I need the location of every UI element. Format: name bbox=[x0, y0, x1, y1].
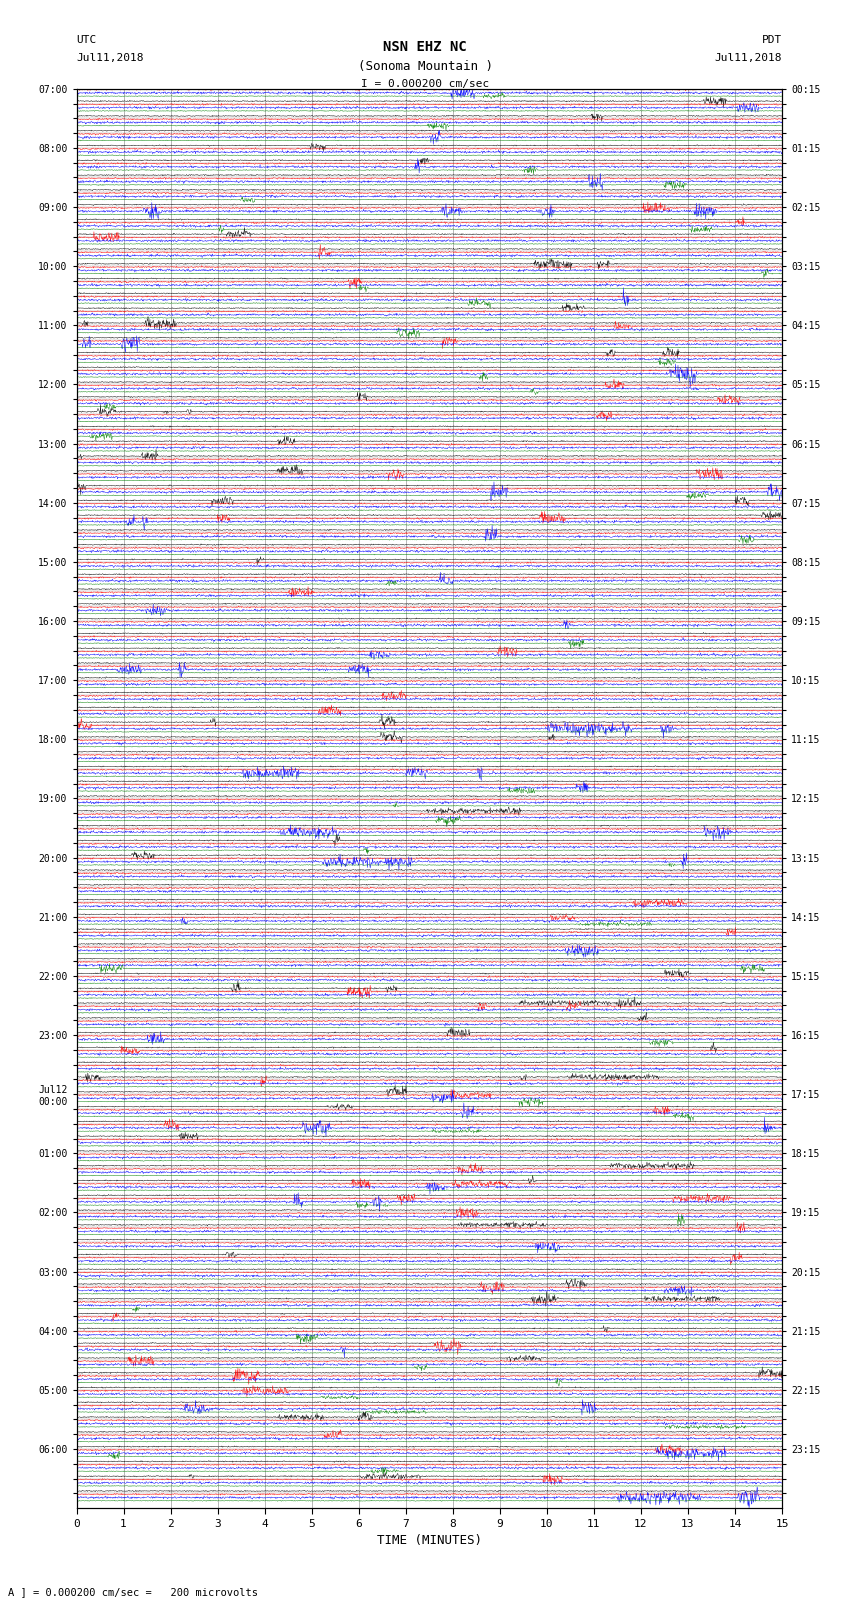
Text: Jul11,2018: Jul11,2018 bbox=[76, 53, 144, 63]
Text: NSN EHZ NC: NSN EHZ NC bbox=[383, 40, 467, 55]
Text: I = 0.000200 cm/sec: I = 0.000200 cm/sec bbox=[361, 79, 489, 89]
Text: PDT: PDT bbox=[762, 35, 782, 45]
Text: UTC: UTC bbox=[76, 35, 97, 45]
X-axis label: TIME (MINUTES): TIME (MINUTES) bbox=[377, 1534, 482, 1547]
Text: Jul11,2018: Jul11,2018 bbox=[715, 53, 782, 63]
Text: A ] = 0.000200 cm/sec =   200 microvolts: A ] = 0.000200 cm/sec = 200 microvolts bbox=[8, 1587, 258, 1597]
Text: (Sonoma Mountain ): (Sonoma Mountain ) bbox=[358, 60, 492, 73]
